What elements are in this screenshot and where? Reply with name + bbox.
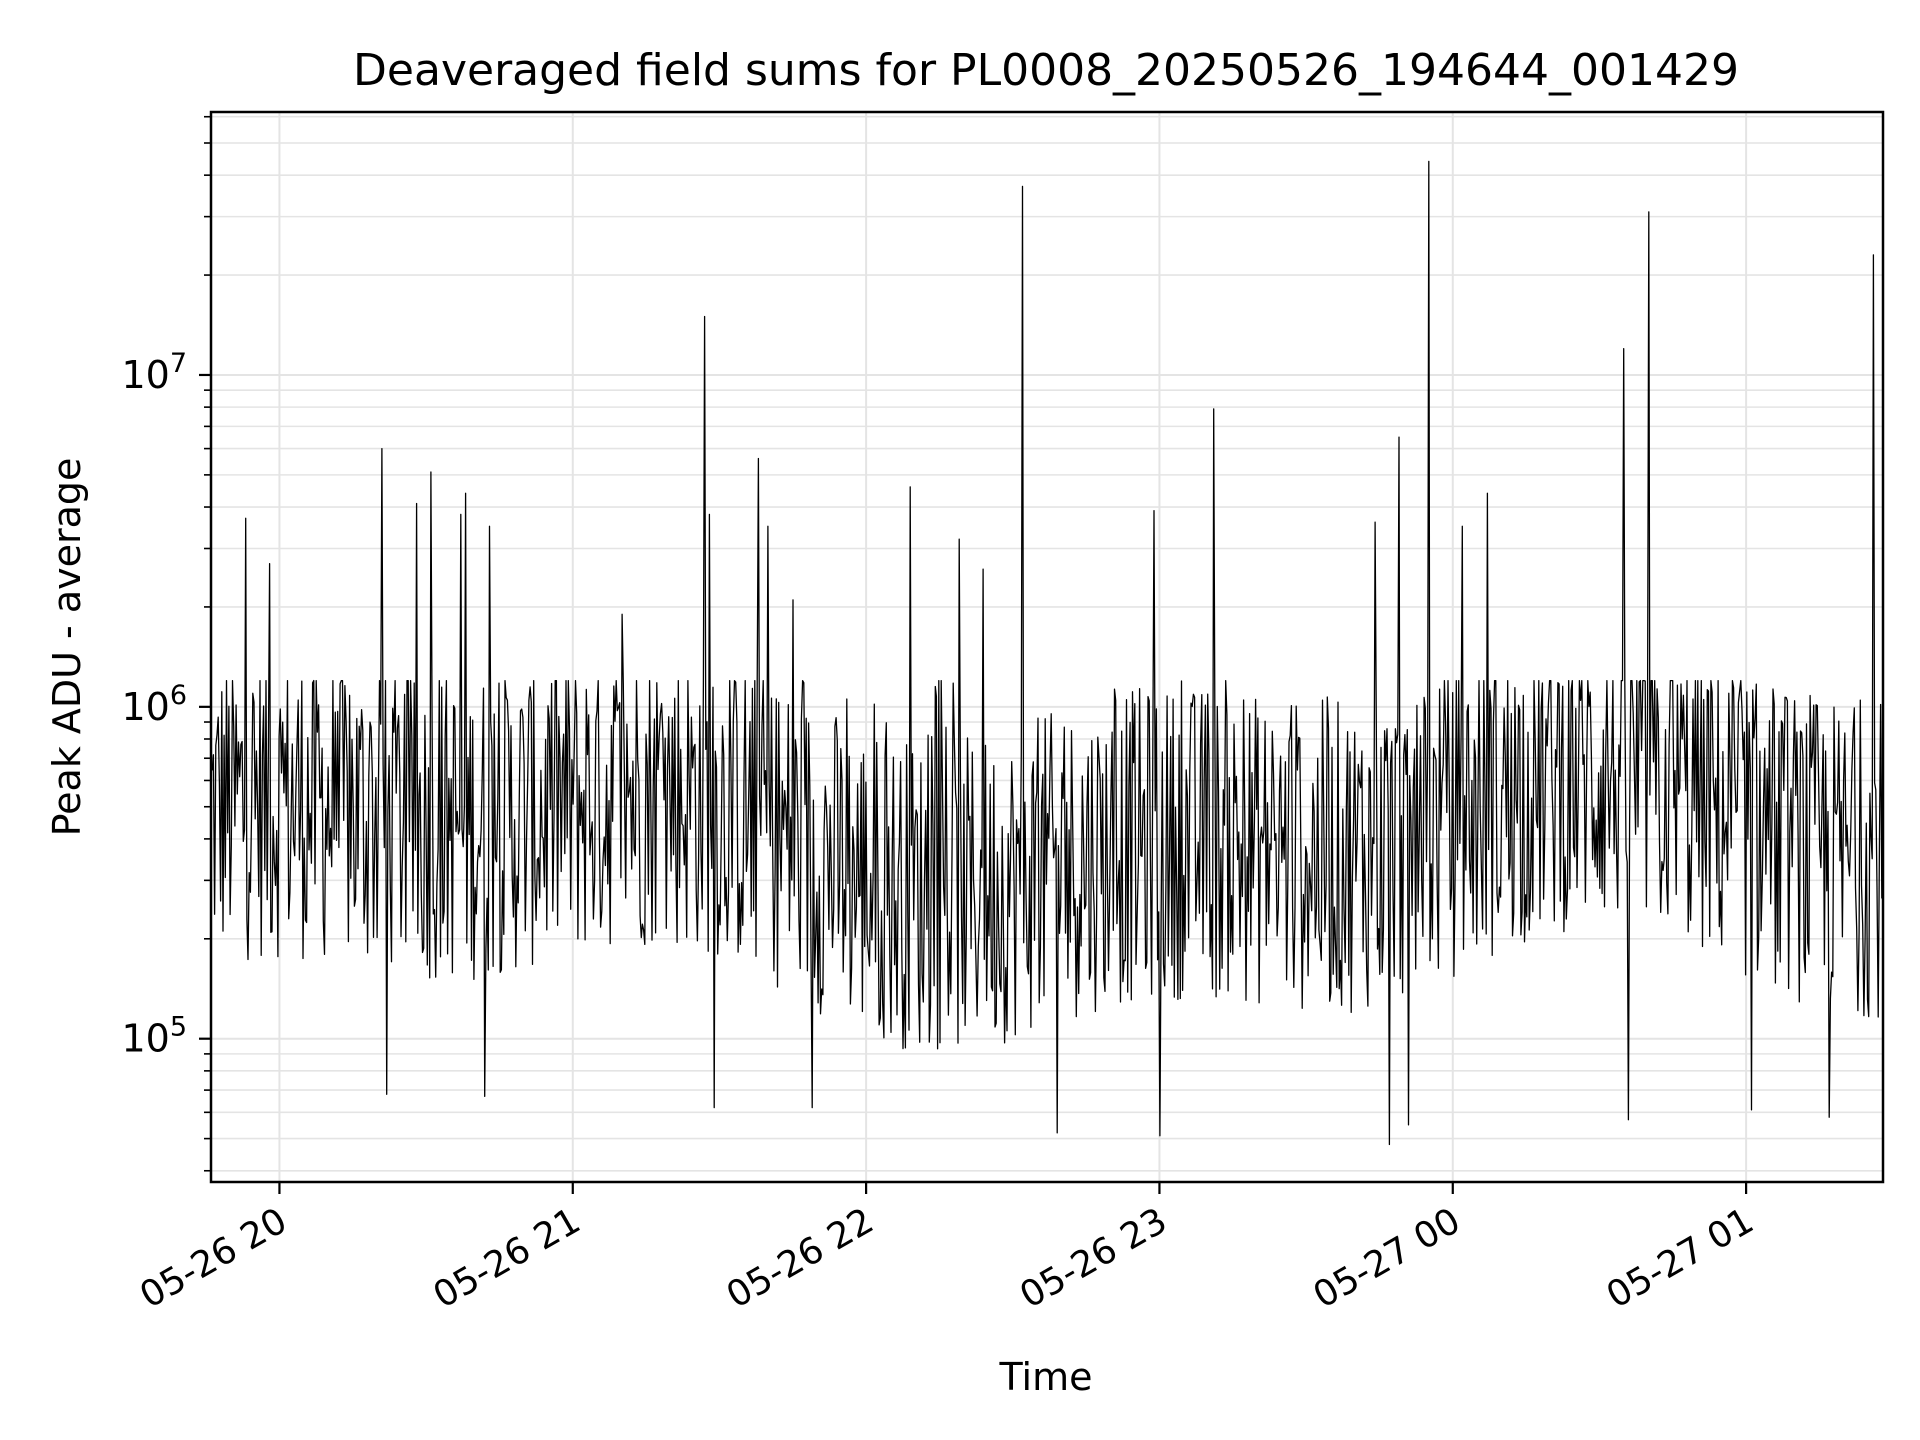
y-tick-label: 106 [121,680,187,729]
chart-title: Deaveraged field sums for PL0008_2025052… [353,45,1739,96]
y-tick-label: 107 [121,348,187,397]
x-axis-label: Time [999,1355,1093,1399]
series-layer [210,160,1884,1146]
series-line [210,160,1884,1146]
plot-frame [209,110,1885,1184]
y-tick-label: 105 [121,1012,187,1061]
y-axis-label: Peak ADU - average [45,458,89,837]
